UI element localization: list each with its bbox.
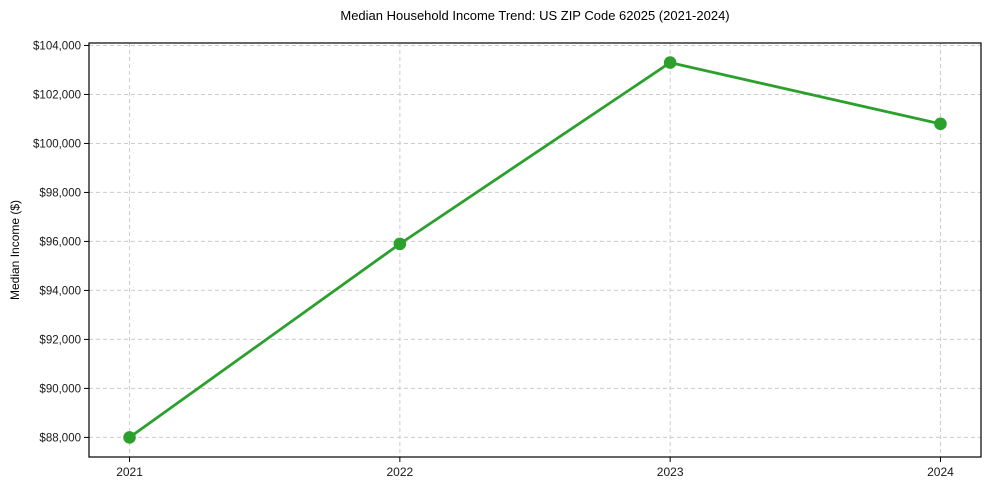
y-tick-label: $88,000 (39, 432, 81, 444)
data-point-marker (123, 431, 136, 444)
y-tick-label: $94,000 (39, 285, 81, 297)
chart-title: Median Household Income Trend: US ZIP Co… (340, 8, 730, 23)
y-tick-label: $92,000 (39, 334, 81, 346)
x-tick-label: 2024 (927, 465, 954, 479)
plot-border (88, 42, 982, 458)
data-point-marker (663, 56, 677, 69)
data-point-marker (934, 117, 947, 131)
x-tick-label: 2023 (657, 465, 684, 479)
y-tick-label: $100,000 (33, 138, 81, 150)
trend-line (128, 61, 942, 439)
y-tick-label: $98,000 (39, 187, 81, 199)
y-tick-label: $104,000 (33, 40, 81, 52)
x-tick-label: 2022 (386, 465, 413, 479)
y-tick-label: $96,000 (39, 236, 81, 248)
data-point-marker (393, 237, 407, 251)
y-tick-label: $102,000 (33, 89, 81, 101)
x-tick-label: 2021 (116, 465, 143, 479)
y-tick-label: $90,000 (39, 383, 81, 395)
